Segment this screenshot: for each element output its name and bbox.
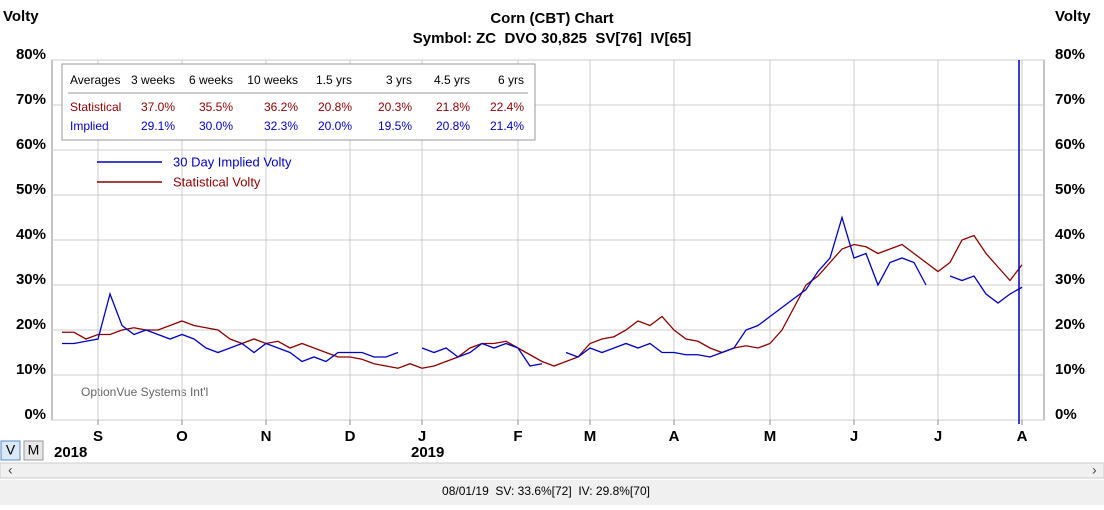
y2-tick-label: 30%: [1055, 271, 1085, 288]
m-button-label[interactable]: M: [28, 442, 40, 458]
watermark: OptionVue Systems Int'l: [81, 385, 208, 399]
y-tick-label: 0%: [24, 406, 46, 423]
y-tick-label: 50%: [16, 181, 46, 198]
x-tick-label: M: [764, 428, 777, 445]
y-axis-label: Volty: [3, 8, 39, 25]
series-line: [62, 234, 1023, 369]
table-header: 3 weeks: [131, 73, 175, 87]
y2-tick-label: 20%: [1055, 316, 1085, 333]
legend-label: Statistical Volty: [173, 174, 261, 189]
x-tick-label: J: [850, 428, 858, 445]
y2-tick-label: 60%: [1055, 136, 1085, 153]
y2-tick-label: 40%: [1055, 226, 1085, 243]
table-cell: 19.5%: [378, 119, 412, 133]
y-tick-label: 30%: [16, 271, 46, 288]
scroll-left[interactable]: ‹: [8, 462, 13, 478]
y-tick-label: 40%: [16, 226, 46, 243]
table-cell: 36.2%: [264, 100, 298, 114]
x-tick-label: J: [934, 428, 942, 445]
scrollbar[interactable]: [0, 462, 1104, 479]
table-box: [61, 63, 536, 141]
x-tick-label: A: [1017, 428, 1028, 445]
table-cell: 30.0%: [199, 119, 233, 133]
x-tick-label: F: [513, 428, 522, 445]
x-tick-label: N: [261, 428, 272, 445]
legend-label: 30 Day Implied Volty: [173, 154, 292, 169]
table-header: 10 weeks: [247, 73, 298, 87]
chart-title: Corn (CBT) Chart: [490, 10, 613, 27]
table-cell: 21.8%: [436, 100, 470, 114]
m-button[interactable]: [23, 440, 44, 461]
table-cell: Statistical: [70, 100, 121, 114]
table-cell: 35.5%: [199, 100, 233, 114]
table-cell: 32.3%: [264, 119, 298, 133]
y2-tick-label: 10%: [1055, 361, 1085, 378]
scroll-right[interactable]: ›: [1092, 462, 1097, 478]
chart-subtitle: Symbol: ZC DVO 30,825 SV[76] IV[65]: [413, 30, 691, 47]
table-header: 4.5 yrs: [434, 73, 470, 87]
table-cell: 37.0%: [141, 100, 175, 114]
table-cell: 20.8%: [436, 119, 470, 133]
averages-table: Averages 3 weeks 6 weeks 10 weeks 1.5 yrs 3 y…: [61, 63, 536, 141]
v-button[interactable]: [0, 440, 21, 461]
table-header: 1.5 yrs: [316, 73, 352, 87]
table-cell: 22.4%: [490, 100, 524, 114]
legend: 30 Day Implied Volty Statistical Volty: [97, 154, 292, 189]
table-header: Averages: [70, 73, 120, 87]
year-label: 2018: [54, 444, 87, 461]
y2-axis-label: Volty: [1055, 8, 1091, 25]
table-cell: 29.1%: [141, 119, 175, 133]
y2-tick-label: 80%: [1055, 46, 1085, 63]
y2-tick-label: 50%: [1055, 181, 1085, 198]
y-tick-label: 70%: [16, 91, 46, 108]
status-text: 08/01/19 SV: 33.6%[72] IV: 29.8%[70]: [442, 484, 650, 498]
table-header: 3 yrs: [386, 73, 412, 87]
table-cell: 20.0%: [318, 119, 352, 133]
table-header: 6 yrs: [498, 73, 524, 87]
x-tick-label: A: [669, 428, 680, 445]
x-tick-label: M: [584, 428, 597, 445]
x-tick-label: S: [93, 428, 103, 445]
year-label: 2019: [411, 444, 444, 461]
table-cell: 20.8%: [318, 100, 352, 114]
y-tick-label: 20%: [16, 316, 46, 333]
y2-tick-label: 0%: [1055, 406, 1077, 423]
table-cell: 21.4%: [490, 119, 524, 133]
x-tick-label: D: [345, 428, 356, 445]
table-header: 6 weeks: [189, 73, 233, 87]
series-line: [62, 215, 1023, 367]
y-tick-label: 80%: [16, 46, 46, 63]
y-tick-label: 10%: [16, 361, 46, 378]
status-bar: [0, 480, 1104, 505]
v-button-label[interactable]: V: [6, 442, 16, 458]
table-cell: 20.3%: [378, 100, 412, 114]
x-tick-label: J: [418, 428, 426, 445]
y-tick-label: 60%: [16, 136, 46, 153]
y2-tick-label: 70%: [1055, 91, 1085, 108]
table-cell: Implied: [70, 119, 109, 133]
x-tick-label: O: [176, 428, 188, 445]
